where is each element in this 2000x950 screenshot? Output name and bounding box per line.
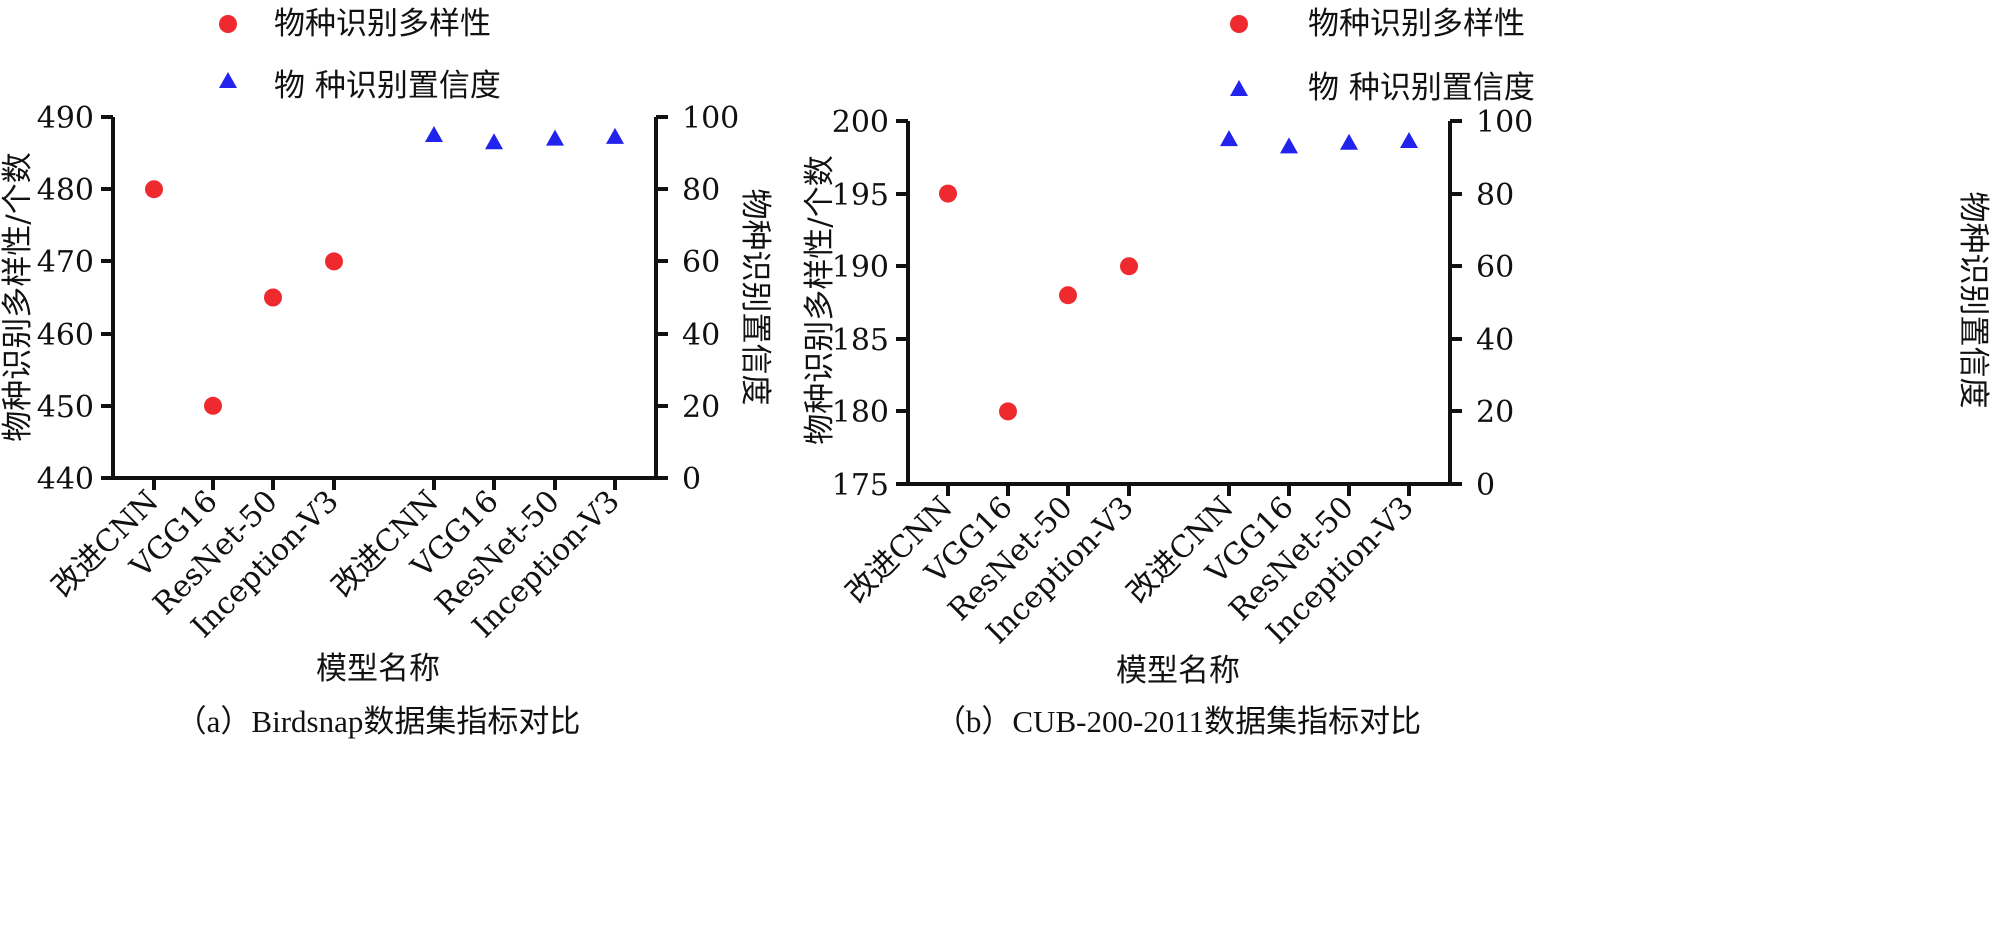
- chart-b: 物种识别多样性 物 种识别置信度 175 180: [802, 6, 1991, 739]
- red-circle-marker-icon: [1230, 15, 1248, 33]
- chart-b-legend-item-confidence[interactable]: 物 种识别置信度: [1230, 70, 1535, 106]
- chart-a-point-confidence-3[interactable]: [606, 127, 624, 144]
- chart-a: 物种识别多样性 物 种识别置信度 440 450: [0, 6, 773, 739]
- chart-b-left-ticks: 175 180 185 190 195 200: [832, 105, 908, 503]
- blue-triangle-marker-icon: [1230, 80, 1248, 96]
- chart-a-series-diversity: [145, 180, 343, 415]
- chart-a-right-tick-label: 40: [682, 318, 720, 353]
- chart-b-point-confidence-1[interactable]: [1280, 137, 1298, 154]
- chart-a-left-tick-label: 440: [37, 462, 94, 497]
- chart-a-legend: 物种识别多样性 物 种识别置信度: [219, 6, 501, 104]
- chart-b-series-diversity: [939, 184, 1138, 421]
- chart-a-left-tick-label: 460: [37, 318, 94, 353]
- chart-a-left-ticks: 440 450 460 470 480 490: [37, 101, 113, 497]
- chart-b-left-tick-label: 195: [832, 178, 889, 213]
- chart-a-point-diversity-0[interactable]: [145, 180, 163, 199]
- chart-b-left-tick-label: 200: [832, 105, 889, 140]
- chart-a-right-tick-label: 80: [682, 173, 720, 208]
- chart-b-right-tick-label: 100: [1476, 105, 1533, 140]
- chart-a-left-tick-label: 470: [37, 245, 94, 280]
- chart-b-right-tick-label: 0: [1476, 468, 1495, 503]
- chart-b-right-ticks: 0 20 40 60 80 100: [1450, 105, 1533, 503]
- chart-a-category-ticks: 改进CNN VGG16 ResNet-50 Inception-V3 改进CNN…: [45, 478, 627, 645]
- chart-a-right-tick-label: 100: [682, 101, 739, 136]
- chart-b-series-confidence: [1220, 130, 1418, 154]
- chart-b-x-title: 模型名称: [1116, 653, 1240, 689]
- chart-b-point-diversity-1[interactable]: [999, 402, 1017, 421]
- chart-a-point-confidence-2[interactable]: [546, 129, 564, 146]
- chart-b-point-confidence-2[interactable]: [1340, 133, 1358, 150]
- chart-b-y-left-title: 物种识别多样性/个数: [802, 155, 838, 444]
- chart-a-point-diversity-3[interactable]: [325, 252, 343, 271]
- chart-b-legend-label-confidence: 物 种识别置信度: [1308, 70, 1535, 106]
- chart-a-x-title: 模型名称: [316, 651, 440, 687]
- chart-b-right-tick-label: 60: [1476, 250, 1514, 285]
- chart-a-right-tick-label: 0: [682, 462, 701, 497]
- chart-b-point-diversity-0[interactable]: [939, 184, 957, 203]
- chart-a-left-tick-label: 480: [37, 173, 94, 208]
- chart-a-right-tick-label: 20: [682, 390, 720, 425]
- chart-a-y-right-title: 物种识别置信度: [737, 189, 773, 406]
- chart-a-left-tick-label: 450: [37, 390, 94, 425]
- chart-b-point-confidence-0[interactable]: [1220, 130, 1238, 147]
- chart-a-series-confidence: [425, 126, 624, 150]
- chart-b-left-tick-label: 180: [832, 395, 889, 430]
- chart-b-legend-item-diversity[interactable]: 物种识别多样性: [1230, 6, 1525, 42]
- chart-b-right-tick-label: 80: [1476, 178, 1514, 213]
- chart-b-category-ticks: 改进CNN VGG16 ResNet-50 Inception-V3 改进CNN…: [839, 484, 1421, 651]
- chart-b-left-tick-label: 185: [832, 323, 889, 358]
- chart-b-right-tick-label: 20: [1476, 395, 1514, 430]
- chart-a-right-ticks: 0 20 40 60 80 100: [656, 101, 739, 497]
- chart-a-caption: （a）Birdsnap数据集指标对比: [176, 704, 581, 739]
- chart-a-y-left-title: 物种识别多样性/个数: [0, 152, 36, 441]
- chart-b-right-tick-label: 40: [1476, 323, 1514, 358]
- chart-b-legend: 物种识别多样性 物 种识别置信度: [1230, 6, 1535, 106]
- chart-a-point-diversity-1[interactable]: [204, 396, 222, 415]
- chart-a-point-diversity-2[interactable]: [264, 288, 282, 307]
- chart-b-left-tick-label: 190: [832, 250, 889, 285]
- red-circle-marker-icon: [219, 15, 237, 33]
- chart-a-legend-label-diversity: 物种识别多样性: [274, 6, 491, 42]
- chart-a-left-tick-label: 490: [37, 101, 94, 136]
- chart-b-y-right-title: 物种识别置信度: [1955, 192, 1991, 409]
- chart-a-legend-item-confidence[interactable]: 物 种识别置信度: [219, 68, 501, 104]
- chart-b-point-confidence-3[interactable]: [1400, 131, 1418, 148]
- chart-a-point-confidence-1[interactable]: [485, 133, 503, 150]
- chart-a-right-tick-label: 60: [682, 245, 720, 280]
- blue-triangle-marker-icon: [219, 72, 237, 88]
- chart-b-point-diversity-3[interactable]: [1120, 257, 1138, 276]
- chart-b-point-diversity-2[interactable]: [1059, 286, 1077, 305]
- chart-b-left-tick-label: 175: [832, 468, 889, 503]
- chart-a-legend-item-diversity[interactable]: 物种识别多样性: [219, 6, 491, 42]
- chart-a-legend-label-confidence: 物 种识别置信度: [274, 68, 501, 104]
- chart-b-caption: （b）CUB-200-2011数据集指标对比: [935, 704, 1421, 739]
- chart-b-legend-label-diversity: 物种识别多样性: [1308, 6, 1525, 42]
- chart-a-point-confidence-0[interactable]: [425, 126, 443, 143]
